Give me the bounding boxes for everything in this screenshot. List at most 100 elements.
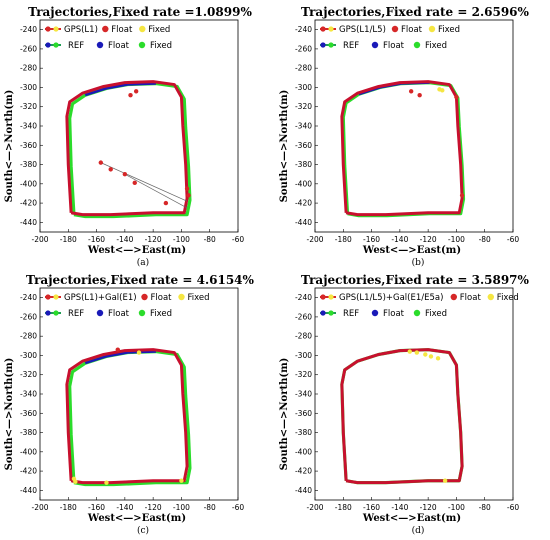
legend-ref-float-marker — [45, 42, 51, 48]
y-tick-label: -320 — [20, 370, 37, 379]
y-tick-label: -440 — [20, 486, 37, 495]
y-tick-label: -240 — [295, 293, 312, 302]
gps-float-trajectory — [65, 80, 189, 217]
legend-ref-fixed-marker — [328, 310, 334, 316]
gps-float-point — [454, 94, 459, 100]
gps-float-trajectory — [340, 348, 464, 485]
y-tick-label: -380 — [20, 160, 37, 169]
y-tick-label: -400 — [295, 179, 312, 188]
legend-gps-float-marker — [320, 26, 326, 32]
gps-fixed-point — [407, 349, 412, 354]
y-tick-label: -280 — [20, 64, 37, 73]
gps-float-point — [459, 193, 465, 198]
legend-ref-fixed-swatch — [138, 309, 146, 317]
y-axis-label: South<—>North(m) — [279, 358, 290, 471]
legend-gps-series-label: GPS(L1/L5) — [339, 25, 386, 35]
gps-fixed-point — [179, 478, 184, 483]
legend-ref-fixed-label: Fixed — [150, 309, 172, 319]
legend-fixed-label: Fixed — [438, 25, 460, 35]
legend-gps-series-label: GPS(L1/L5)+Gal(E1/E5a) — [339, 293, 443, 303]
x-tick-label: -140 — [391, 235, 408, 244]
gps-float-point — [98, 160, 104, 165]
gps-fixed-point — [423, 352, 428, 357]
legend-ref-float-swatch — [371, 41, 379, 49]
x-tick-label: -160 — [363, 503, 380, 512]
gps-float-point — [133, 89, 139, 94]
legend-gps-series-label: GPS(L1)+Gal(E1) — [64, 293, 137, 303]
legend-ref-float-marker — [320, 42, 326, 48]
legend-ref-fixed-label: Fixed — [425, 41, 447, 51]
x-tick-label: -100 — [173, 235, 190, 244]
legend-fixed-swatch — [487, 293, 494, 301]
panel-label: (d) — [412, 525, 425, 536]
gps-float-point — [163, 200, 169, 206]
ref-float-segment — [84, 82, 157, 97]
y-tick-label: -320 — [295, 370, 312, 379]
y-tick-label: -420 — [20, 467, 37, 476]
y-tick-label: -440 — [295, 486, 312, 495]
legend-float-label: Float — [111, 25, 133, 35]
chart-title: Trajectories,Fixed rate = 3.5897% — [301, 273, 529, 287]
legend-float-label: Float — [401, 25, 423, 35]
x-tick-label: -180 — [60, 235, 77, 244]
y-tick-label: -400 — [20, 447, 37, 456]
x-tick-label: -120 — [145, 235, 162, 244]
legend-ref-series-label: REF — [68, 41, 84, 51]
gps-fixed-point — [437, 87, 442, 92]
legend-ref-float-marker — [45, 310, 51, 316]
outlier-connector — [100, 162, 188, 202]
x-tick-label: -200 — [306, 503, 323, 512]
gps-float-point — [108, 167, 113, 172]
chart-title: Trajectories,Fixed rate = 2.6596% — [301, 5, 529, 19]
gps-float-point — [417, 92, 422, 98]
legend-ref-fixed-marker — [53, 310, 59, 316]
x-tick-label: -140 — [391, 503, 408, 512]
legend-ref-series-label: REF — [343, 41, 359, 51]
ref-trajectory-line — [341, 81, 466, 218]
gps-float-point — [184, 186, 190, 191]
x-tick-label: -80 — [204, 503, 216, 512]
x-tick-label: -100 — [173, 503, 190, 512]
y-tick-label: -420 — [295, 199, 312, 208]
gps-float-point — [115, 347, 120, 352]
legend-ref-float-label: Float — [108, 41, 130, 51]
legend-ref-fixed-marker — [53, 42, 59, 48]
panel-label: (a) — [137, 257, 149, 268]
gps-fixed-point — [428, 354, 434, 359]
legend-ref-fixed-label: Fixed — [150, 41, 172, 51]
outlier-connector — [124, 173, 188, 209]
legend-ref-float-label: Float — [383, 309, 405, 319]
legend-gps-float-marker — [45, 294, 51, 300]
gps-fixed-point — [73, 479, 78, 484]
y-tick-label: -420 — [20, 199, 37, 208]
y-tick-label: -400 — [295, 447, 312, 456]
legend-ref-series-label: REF — [343, 309, 359, 319]
y-tick-label: -380 — [20, 428, 37, 437]
x-tick-label: -200 — [31, 235, 48, 244]
legend-fixed-label: Fixed — [148, 25, 170, 35]
ref-trajectory-line — [68, 81, 192, 219]
x-tick-label: -100 — [448, 235, 465, 244]
subplot-b: Trajectories,Fixed rate = 2.6596% -200 -18… — [275, 0, 550, 268]
legend-ref-float-marker — [320, 310, 326, 316]
y-tick-label: -440 — [20, 218, 37, 227]
legend-ref-float-label: Float — [108, 309, 130, 319]
legend-gps-fixed-marker — [53, 26, 59, 32]
y-tick-label: -300 — [20, 83, 37, 92]
gps-float-point — [408, 89, 414, 94]
y-tick-label: -320 — [20, 102, 37, 111]
legend-ref-float-swatch — [96, 309, 104, 317]
x-tick-label: -100 — [448, 503, 465, 512]
x-tick-label: -180 — [335, 235, 352, 244]
gps-float-trajectory — [65, 348, 189, 485]
legend-gps-float-marker — [45, 26, 51, 32]
chart-title: Trajectories,Fixed rate =1.0899% — [28, 5, 252, 19]
gps-fixed-point — [414, 350, 420, 355]
y-tick-label: -280 — [20, 332, 37, 341]
y-tick-label: -280 — [295, 64, 312, 73]
y-tick-label: -340 — [295, 390, 312, 399]
legend-gps-fixed-marker — [328, 294, 334, 300]
y-axis-label: South<—>North(m) — [279, 90, 290, 203]
x-tick-label: -120 — [145, 503, 162, 512]
legend-fixed-swatch — [178, 293, 185, 301]
